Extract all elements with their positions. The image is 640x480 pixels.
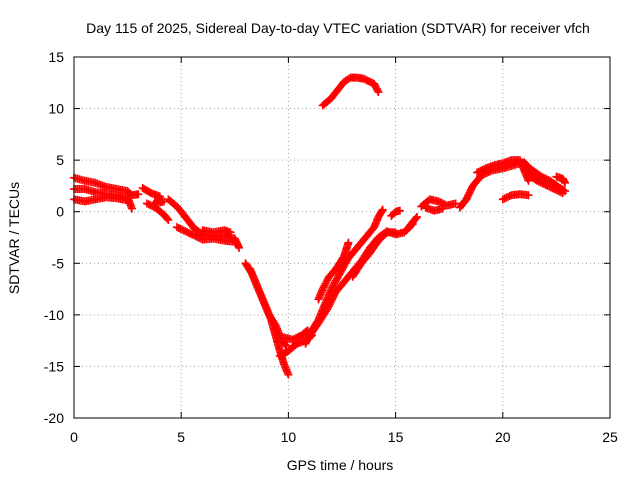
series-track-r bbox=[387, 206, 404, 220]
x-tick-label: 0 bbox=[70, 429, 78, 445]
x-tick-label: 5 bbox=[177, 429, 185, 445]
series-track-j bbox=[245, 264, 291, 350]
series-track-w bbox=[473, 156, 533, 185]
axis-ticks bbox=[73, 56, 611, 419]
data-point-marker bbox=[329, 291, 338, 300]
y-tick-label: 0 bbox=[56, 204, 64, 220]
data-point-marker bbox=[557, 188, 566, 197]
grid bbox=[74, 57, 610, 418]
data-point-marker bbox=[322, 277, 331, 286]
data-point-marker bbox=[373, 86, 382, 95]
y-tick-label: 10 bbox=[48, 101, 64, 117]
data-point-marker bbox=[160, 197, 169, 206]
series-track-a bbox=[70, 173, 143, 200]
data-point-marker bbox=[164, 215, 173, 224]
data-point-marker bbox=[321, 279, 330, 288]
data-point-marker bbox=[374, 88, 383, 97]
data-point-marker bbox=[319, 283, 328, 292]
data-point-marker bbox=[323, 276, 332, 285]
data-point-marker bbox=[123, 196, 132, 205]
series-track-m bbox=[301, 205, 387, 348]
data-point-marker bbox=[327, 296, 336, 305]
series-track-l bbox=[280, 326, 312, 344]
x-tick-label: 20 bbox=[495, 429, 511, 445]
y-tick-labels: -20 -15 -10 -5 0 5 10 15 bbox=[44, 49, 64, 426]
data-point-marker bbox=[411, 214, 420, 223]
data-point-marker bbox=[134, 190, 143, 199]
series-track-h bbox=[198, 226, 235, 237]
series-track-g bbox=[172, 223, 237, 246]
series-track-aa bbox=[552, 172, 569, 187]
data-point-marker bbox=[328, 293, 337, 302]
data-point-marker bbox=[344, 238, 353, 247]
data-point-marker bbox=[524, 191, 533, 200]
y-tick-label: -15 bbox=[44, 358, 64, 374]
data-point-marker bbox=[323, 303, 332, 312]
data-point-marker bbox=[325, 300, 334, 309]
y-axis-label: SDTVAR / TECUs bbox=[6, 182, 22, 294]
series-track-x bbox=[498, 190, 533, 204]
x-axis-label: GPS time / hours bbox=[287, 457, 394, 473]
series-track-q bbox=[318, 73, 383, 110]
data-point-marker bbox=[438, 204, 447, 213]
data-point-marker bbox=[322, 305, 331, 314]
data-point-marker bbox=[560, 178, 569, 187]
x-tick-label: 10 bbox=[281, 429, 297, 445]
x-tick-label: 25 bbox=[602, 429, 618, 445]
data-point-marker bbox=[378, 205, 387, 214]
y-tick-label: 5 bbox=[56, 152, 64, 168]
data-point-marker bbox=[127, 204, 136, 213]
data-point-marker bbox=[413, 212, 422, 221]
series-track-t bbox=[417, 195, 460, 211]
series-track-c bbox=[70, 193, 132, 206]
data-point-marker bbox=[163, 214, 172, 223]
chart-title: Day 115 of 2025, Sidereal Day-to-day VTE… bbox=[86, 20, 590, 36]
data-point-marker bbox=[391, 228, 400, 237]
data-point-marker bbox=[235, 243, 244, 252]
series-track-p bbox=[348, 228, 400, 281]
data-point-marker bbox=[318, 285, 327, 294]
y-tick-label: -5 bbox=[52, 255, 65, 271]
series-track-i bbox=[241, 259, 293, 379]
data-point-marker bbox=[284, 370, 293, 379]
plot-frame bbox=[73, 56, 611, 419]
y-tick-label: -10 bbox=[44, 307, 64, 323]
data-point-marker bbox=[395, 206, 404, 215]
series-track-s bbox=[402, 212, 422, 235]
data-point-marker bbox=[558, 189, 567, 198]
data-point-marker bbox=[324, 302, 333, 311]
data-point-marker bbox=[326, 298, 335, 307]
y-tick-label: 15 bbox=[48, 49, 64, 65]
x-tick-labels: 0 5 10 15 20 25 bbox=[70, 429, 618, 445]
x-tick-label: 15 bbox=[388, 429, 404, 445]
data-point-marker bbox=[451, 199, 460, 208]
series-track-o bbox=[314, 238, 353, 304]
data-point-marker bbox=[328, 295, 337, 304]
data-points bbox=[70, 73, 569, 379]
data-point-marker bbox=[226, 228, 235, 237]
series-track-z bbox=[524, 170, 567, 198]
series-track-u bbox=[421, 203, 447, 215]
y-tick-label: -20 bbox=[44, 410, 64, 426]
data-point-marker bbox=[320, 281, 329, 290]
data-point-marker bbox=[377, 207, 386, 216]
series-track-e bbox=[142, 199, 173, 224]
data-point-marker bbox=[228, 237, 237, 246]
